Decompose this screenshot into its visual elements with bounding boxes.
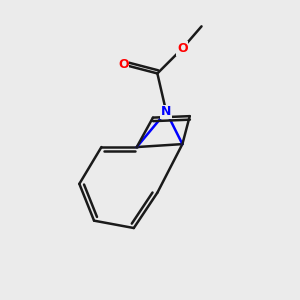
Text: O: O (177, 42, 188, 55)
Text: N: N (161, 105, 171, 118)
Text: O: O (118, 58, 129, 71)
